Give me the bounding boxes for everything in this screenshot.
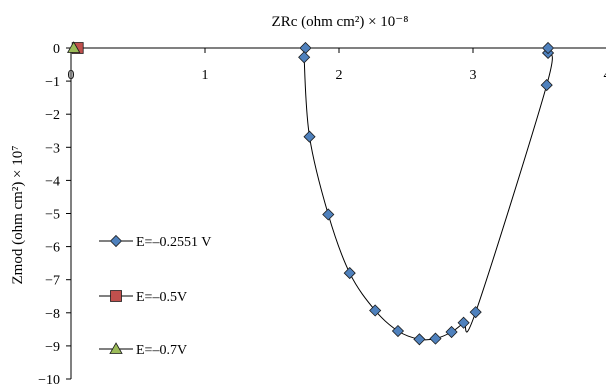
x-tick-label: 2 — [336, 68, 343, 83]
data-point-triangle — [109, 342, 123, 354]
y-tick-label: −3 — [45, 141, 60, 156]
x-tick-label: 4 — [604, 68, 606, 83]
data-point-diamond — [109, 234, 123, 248]
data-point-triangle — [66, 41, 81, 53]
chart-title: ZRc (ohm cm²) × 10⁻⁸ — [272, 14, 409, 30]
marker-layer — [66, 41, 555, 346]
data-point-diamond — [322, 208, 335, 221]
data-point-diamond — [413, 333, 426, 346]
data-point-diamond — [540, 79, 553, 92]
data-point-square — [110, 290, 122, 302]
curve-layer — [303, 47, 553, 341]
y-tick-label: 0 — [53, 42, 60, 57]
axes: 0 −1 −2 −3 −4 −5 −6 −7 −8 −9 −10 0 1 2 3 4 — [38, 42, 606, 387]
y-tick-label: −10 — [38, 373, 60, 387]
y-axis-label: Zmod (ohm cm²) × 10⁷ — [10, 146, 26, 285]
y-tick-label: −8 — [45, 307, 60, 322]
data-point-diamond — [298, 51, 311, 64]
data-point-diamond — [457, 316, 470, 329]
data-point-diamond — [369, 304, 382, 317]
data-point-diamond — [343, 267, 356, 280]
y-tick-label: −2 — [45, 108, 60, 123]
series-line — [303, 47, 553, 341]
data-point-diamond — [429, 332, 442, 345]
legend-label: E=–0.2551 V — [136, 235, 211, 250]
legend-label: E=–0.7V — [136, 343, 187, 358]
data-point-diamond — [391, 324, 405, 338]
y-tick-label: −4 — [45, 174, 60, 189]
x-tick-label: 1 — [202, 68, 209, 83]
data-point-diamond — [445, 325, 458, 339]
data-point-diamond — [469, 306, 482, 319]
y-tick-label: −7 — [45, 274, 60, 289]
legend-label: E=–0.5V — [136, 290, 187, 305]
y-tick-label: −1 — [45, 75, 60, 90]
data-point-diamond — [303, 130, 316, 143]
x-tick-label: 0 — [68, 68, 75, 83]
data-point-diamond — [299, 41, 312, 55]
y-tick-label: −9 — [45, 340, 60, 355]
data-point-diamond — [541, 41, 555, 55]
y-tick-label: −5 — [45, 208, 60, 223]
legend: E=–0.2551 V E=–0.5V E=–0.7V — [99, 234, 211, 358]
x-tick-label: 3 — [470, 68, 477, 83]
y-tick-label: −6 — [45, 241, 60, 256]
